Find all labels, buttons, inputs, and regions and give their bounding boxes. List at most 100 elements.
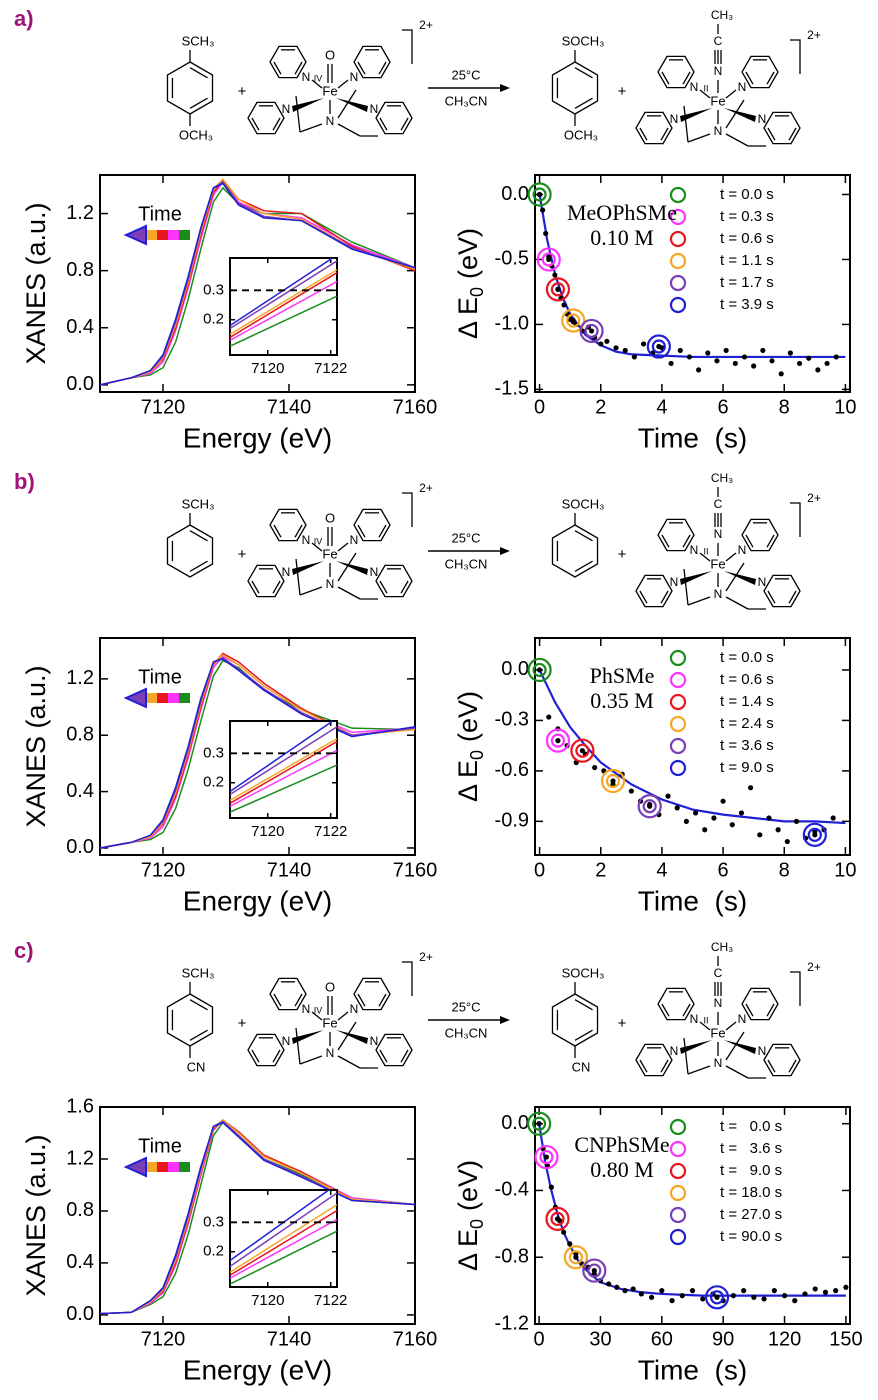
bond	[337, 542, 349, 552]
x-tick-label: 6	[718, 859, 729, 881]
y-axis-label-unit: (eV)	[453, 228, 483, 279]
data-point	[793, 818, 800, 824]
x-axis-label: Energy (eV)	[183, 422, 332, 453]
data-point	[761, 1296, 767, 1302]
highlight-point	[543, 1154, 550, 1160]
data-point	[833, 1288, 839, 1294]
x-axis-label: Energy (eV)	[183, 1354, 332, 1385]
atom-label: N	[326, 114, 335, 128]
atom-label: N	[690, 543, 699, 557]
arrow-head	[500, 84, 510, 92]
scheme-label: SCH₃	[182, 496, 215, 511]
x-tick-label: 90	[712, 1328, 734, 1350]
bond	[639, 1059, 648, 1073]
highlight-ring-inner	[651, 339, 666, 354]
x-tick-label: 7120	[251, 360, 284, 377]
y-tick-label: -1.0	[495, 313, 529, 335]
bond	[682, 71, 691, 85]
atom-label: N	[690, 1012, 699, 1026]
bond	[357, 993, 366, 1007]
legend-label: t = 27.0 s	[720, 1206, 782, 1223]
x-tick-label: 7120	[251, 823, 284, 840]
bond	[725, 1031, 745, 1061]
highlight-point	[536, 667, 543, 673]
data-point	[760, 347, 766, 354]
x-tick-label: 8	[779, 859, 790, 881]
annotation: PhSMe	[590, 663, 655, 688]
bond	[682, 534, 691, 548]
highlight-ring-outer	[802, 822, 827, 847]
legend-label: t = 0.3 s	[720, 208, 774, 225]
bond	[378, 61, 387, 75]
atom-label: N	[302, 533, 311, 547]
legend-arrow-segment	[157, 693, 168, 703]
inset-line	[230, 295, 337, 347]
bond	[400, 580, 409, 594]
ring	[763, 111, 801, 145]
data-point	[674, 805, 680, 811]
wedge-bond	[680, 1040, 712, 1054]
wedge-bond	[292, 98, 324, 112]
data-point	[540, 207, 546, 213]
inset-line	[230, 280, 337, 341]
plus-sign: +	[238, 1015, 247, 1032]
x-tick-label: 8	[779, 396, 790, 418]
highlight-point	[573, 1254, 579, 1260]
highlight-ring-inner	[541, 252, 556, 267]
ring	[353, 508, 391, 542]
bond	[725, 596, 749, 610]
bond	[311, 542, 323, 552]
legend-arrow-segment	[146, 693, 157, 703]
inset-line	[230, 1209, 337, 1276]
y-axis-label: Δ E0 (eV)	[453, 228, 487, 339]
highlight-ring-inner	[568, 1250, 584, 1265]
legend-arrow-tip	[123, 224, 147, 246]
bond	[294, 993, 303, 1007]
x-tick-label: 10	[834, 859, 856, 881]
bond	[574, 97, 593, 109]
highlight-ring-inner	[531, 1116, 547, 1131]
charge-bracket	[402, 961, 413, 996]
scheme-label: SOCH₃	[562, 496, 605, 511]
highlight-point	[588, 328, 595, 334]
wedge-bond	[680, 108, 712, 122]
data-point	[787, 350, 793, 356]
x-tick-label: 2	[595, 396, 606, 418]
atom-label: N	[282, 565, 291, 579]
ring	[269, 977, 307, 1011]
y-tick-label: -0.8	[495, 1246, 529, 1268]
data-point	[631, 354, 637, 360]
scheme-label: SCH₃	[182, 33, 215, 48]
bond	[767, 1059, 776, 1073]
atom-label: N	[714, 1056, 723, 1070]
data-point	[720, 798, 726, 804]
bond	[299, 123, 323, 133]
y-tick-label: -1.2	[495, 1312, 529, 1334]
atom-label: N	[758, 575, 767, 589]
ring	[763, 574, 801, 608]
data-point	[546, 714, 552, 720]
oxidation-state: II	[703, 83, 708, 93]
inset-line	[230, 737, 337, 802]
atom-label: Fe	[322, 546, 337, 561]
atom-label: N	[350, 70, 359, 84]
y-axis-label-main: Δ E	[453, 297, 483, 339]
bond	[295, 1027, 301, 1065]
highlight-point	[647, 803, 653, 809]
data-point	[668, 360, 674, 367]
bond	[639, 590, 648, 604]
legend-marker	[669, 671, 687, 689]
bond	[400, 117, 409, 131]
y-axis-label: XANES (a.u.)	[21, 1134, 51, 1296]
highlight-ring-inner	[584, 323, 599, 339]
plus-sign: +	[618, 546, 627, 563]
data-point	[630, 1286, 636, 1292]
data-point	[766, 815, 772, 821]
ring	[375, 564, 413, 598]
highlight-ring-inner	[807, 827, 822, 842]
condition-label: CH₃CN	[445, 556, 488, 571]
inset-line	[230, 1192, 337, 1268]
bond	[251, 1049, 260, 1063]
charge-bracket	[790, 39, 801, 74]
atom-label: N	[670, 1044, 679, 1058]
